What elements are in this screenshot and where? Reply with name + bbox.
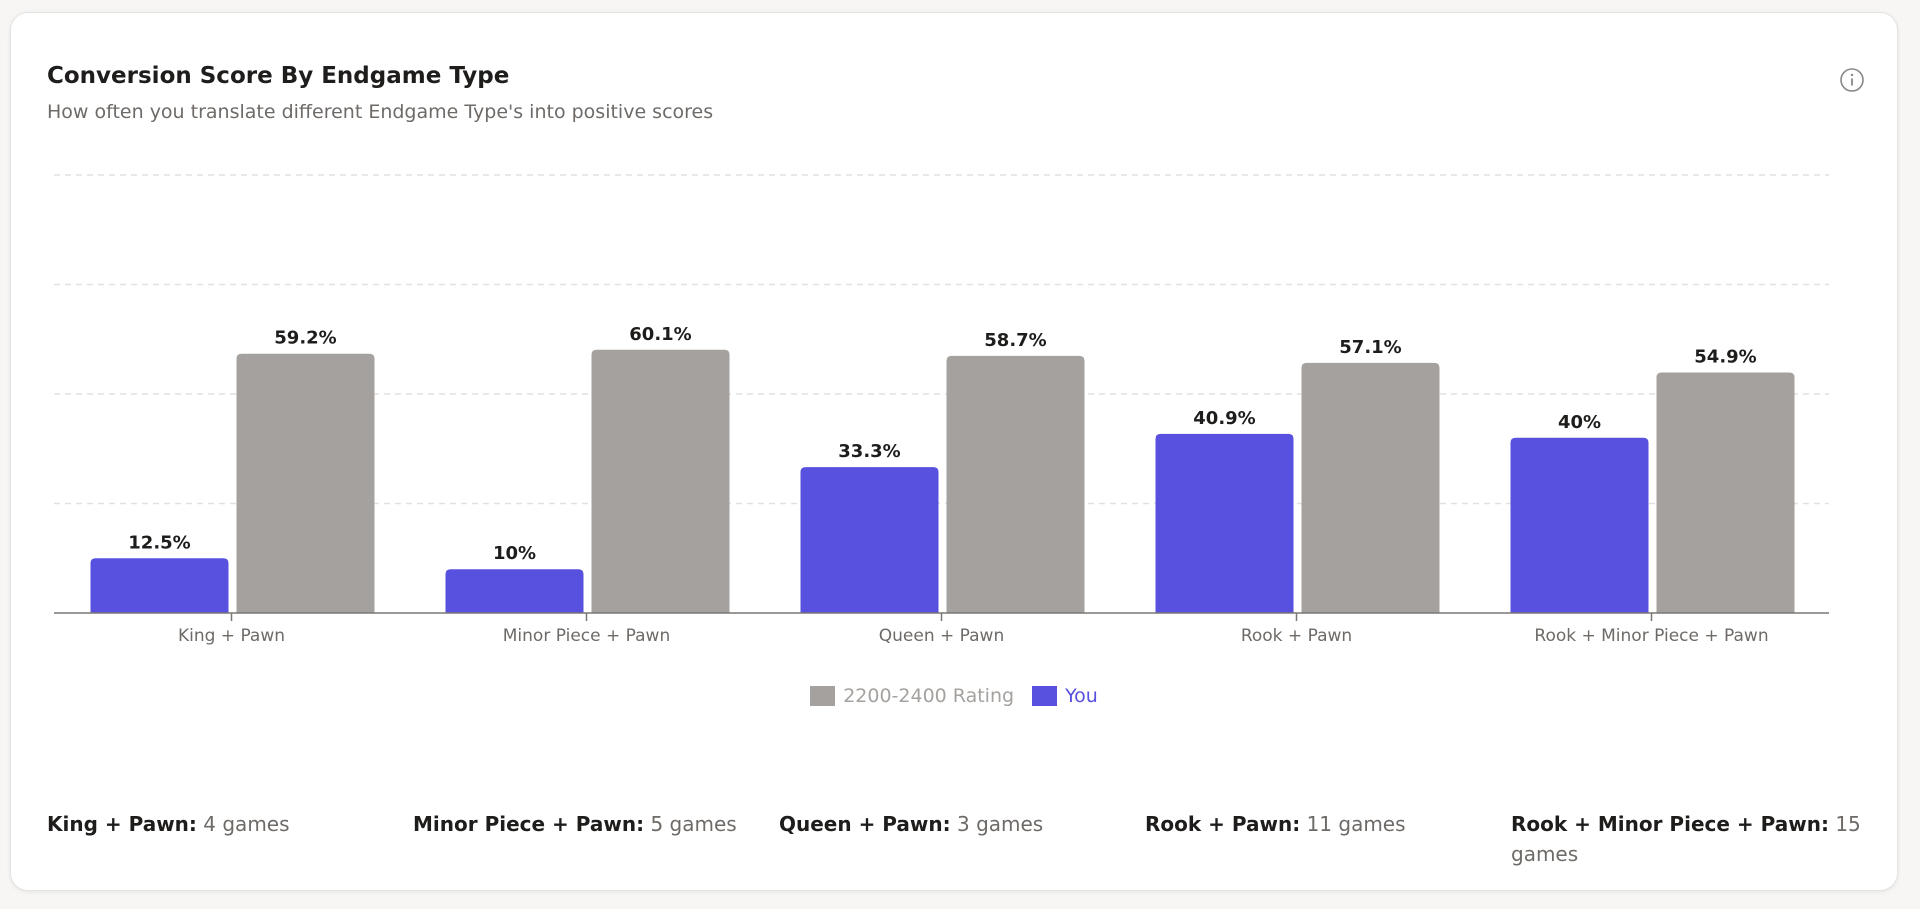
games-count: Rook + Pawn: 11 games — [1145, 809, 1511, 869]
games-count: Rook + Minor Piece + Pawn: 15 games — [1511, 809, 1877, 869]
legend: You 2200-2400 Rating — [11, 685, 1897, 707]
games-value: 11 games — [1306, 812, 1406, 836]
games-label: Queen + Pawn: — [779, 812, 951, 836]
value-label: 40.9% — [1193, 408, 1255, 429]
bar — [90, 558, 229, 613]
games-label: King + Pawn: — [47, 812, 197, 836]
bar — [1656, 372, 1795, 613]
value-label: 54.9% — [1694, 347, 1756, 368]
games-value: 4 games — [203, 812, 290, 836]
x-tick-label: King + Pawn — [178, 626, 285, 646]
legend-swatch — [810, 686, 836, 706]
chart-title: Conversion Score By Endgame Type — [47, 63, 510, 89]
games-label: Minor Piece + Pawn: — [413, 812, 645, 836]
x-tick-label: Rook + Pawn — [1241, 626, 1352, 646]
games-label: Rook + Pawn: — [1145, 812, 1301, 836]
card: Conversion Score By Endgame Type How oft… — [10, 12, 1898, 891]
games-value: 5 games — [650, 812, 737, 836]
value-label: 12.5% — [128, 532, 190, 553]
games-value: 15 games — [1511, 812, 1861, 866]
x-tick-label: Minor Piece + Pawn — [503, 626, 670, 646]
legend-item[interactable]: 2200-2400 Rating — [810, 685, 1014, 707]
legend-swatch — [1032, 686, 1058, 706]
value-label: 60.1% — [629, 324, 691, 345]
legend-item[interactable]: You — [1032, 685, 1098, 707]
legend-label: 2200-2400 Rating — [843, 685, 1015, 707]
games-count: Queen + Pawn: 3 games — [779, 809, 1145, 869]
bar — [946, 355, 1085, 613]
bar — [1510, 437, 1649, 613]
x-tick-label: Rook + Minor Piece + Pawn — [1534, 626, 1768, 646]
footer: King + Pawn: 4 games Minor Piece + Pawn: … — [47, 809, 1877, 869]
bar — [445, 569, 584, 613]
bar — [1301, 362, 1440, 613]
chart: 12.5% 59.2% King + Pawn 10% 60.1% Minor Piece… — [54, 174, 1829, 646]
value-label: 57.1% — [1339, 337, 1401, 358]
legend-label: You — [1065, 685, 1098, 707]
games-count: Minor Piece + Pawn: 5 games — [413, 809, 779, 869]
value-label: 33.3% — [838, 441, 900, 462]
bar — [1155, 433, 1294, 613]
games-count: King + Pawn: 4 games — [47, 809, 413, 869]
value-label: 40% — [1558, 412, 1601, 433]
bar — [236, 353, 375, 613]
value-label: 10% — [493, 543, 536, 564]
bar — [800, 467, 939, 613]
value-label: 58.7% — [984, 330, 1046, 351]
info-icon[interactable] — [1839, 67, 1865, 93]
chart-subtitle: How often you translate different Endgam… — [47, 101, 714, 123]
value-label: 59.2% — [274, 328, 336, 349]
games-value: 3 games — [956, 812, 1044, 836]
games-label: Rook + Minor Piece + Pawn: — [1511, 812, 1829, 836]
x-tick-label: Queen + Pawn — [879, 626, 1004, 646]
bar — [591, 349, 730, 613]
